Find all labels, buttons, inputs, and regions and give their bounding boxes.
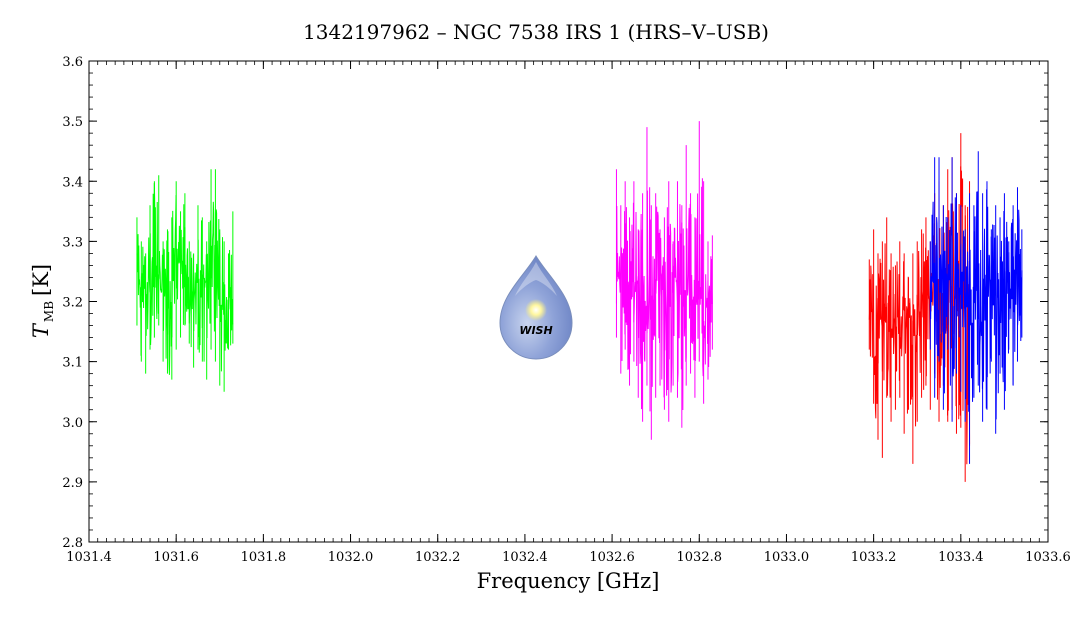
spectrum-trace-3 <box>929 189 1023 420</box>
chart-title: 1342197962 – NGC 7538 IRS 1 (HRS–V–USB) <box>303 20 769 44</box>
y-tick-label: 3.6 <box>62 55 83 70</box>
x-tick-label: 1033.6 <box>1025 550 1071 565</box>
x-tick-label: 1031.4 <box>66 550 112 565</box>
x-tick-label: 1032.4 <box>502 550 548 565</box>
x-tick-label: 1032.6 <box>589 550 635 565</box>
wish-logo: WISH <box>499 255 573 360</box>
x-tick-label: 1032.0 <box>328 550 374 565</box>
y-axis-label-main: T <box>29 322 53 338</box>
y-axis-label: TMB [K] <box>29 264 56 338</box>
spectrum-trace-2 <box>868 166 971 465</box>
y-tick-label: 3.2 <box>62 296 83 311</box>
y-tick-label: 3.1 <box>62 356 83 371</box>
y-axis-label-unit: [K] <box>29 264 53 296</box>
y-tick-label: 3.3 <box>62 235 83 250</box>
x-tick-label: 1033.0 <box>764 550 810 565</box>
wish-logo-text: WISH <box>519 324 552 337</box>
y-tick-label: 3.5 <box>62 115 83 130</box>
x-tick-label: 1032.2 <box>415 550 461 565</box>
y-tick-label: 3.0 <box>62 416 83 431</box>
x-axis-label: Frequency [GHz] <box>477 569 660 593</box>
x-tick-label: 1031.6 <box>153 550 199 565</box>
y-tick-label: 2.9 <box>62 476 83 491</box>
x-tick-label: 1033.2 <box>851 550 897 565</box>
y-tick-label: 2.8 <box>62 536 83 551</box>
y-axis-label-sub: MB <box>42 301 56 322</box>
x-tick-label: 1032.8 <box>677 550 723 565</box>
svg-text:TMB[K]: TMB [K] <box>29 264 56 338</box>
ticks-layer: 1031.4 1031.6 1031.8 1032.0 1032.2 1032.4 1032… <box>62 55 1070 565</box>
series-layer <box>136 121 1023 482</box>
y-tick-label: 3.4 <box>62 175 83 190</box>
x-tick-label: 1033.4 <box>938 550 984 565</box>
x-tick-label: 1031.8 <box>241 550 287 565</box>
